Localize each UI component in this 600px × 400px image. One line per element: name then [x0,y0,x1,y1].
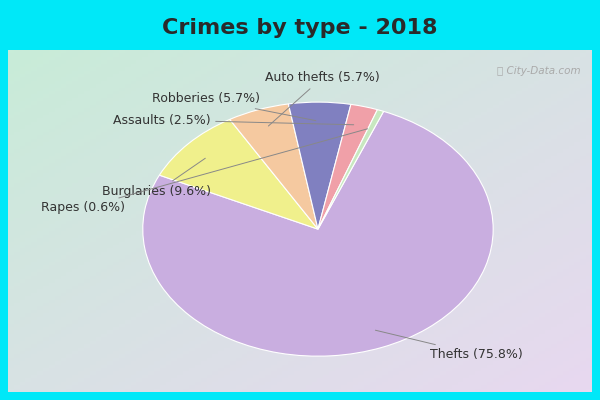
Text: Crimes by type - 2018: Crimes by type - 2018 [162,18,438,38]
Wedge shape [230,104,318,229]
Wedge shape [318,104,377,229]
Text: Robberies (5.7%): Robberies (5.7%) [152,92,316,121]
Wedge shape [160,120,318,229]
Text: Rapes (0.6%): Rapes (0.6%) [41,129,368,214]
Text: Auto thefts (5.7%): Auto thefts (5.7%) [265,71,380,126]
Wedge shape [143,111,493,356]
Text: ⓘ City-Data.com: ⓘ City-Data.com [497,66,581,76]
Text: Assaults (2.5%): Assaults (2.5%) [113,114,353,126]
Text: Thefts (75.8%): Thefts (75.8%) [376,330,523,361]
Wedge shape [318,110,383,229]
Wedge shape [289,102,351,229]
Text: Burglaries (9.6%): Burglaries (9.6%) [103,158,211,198]
